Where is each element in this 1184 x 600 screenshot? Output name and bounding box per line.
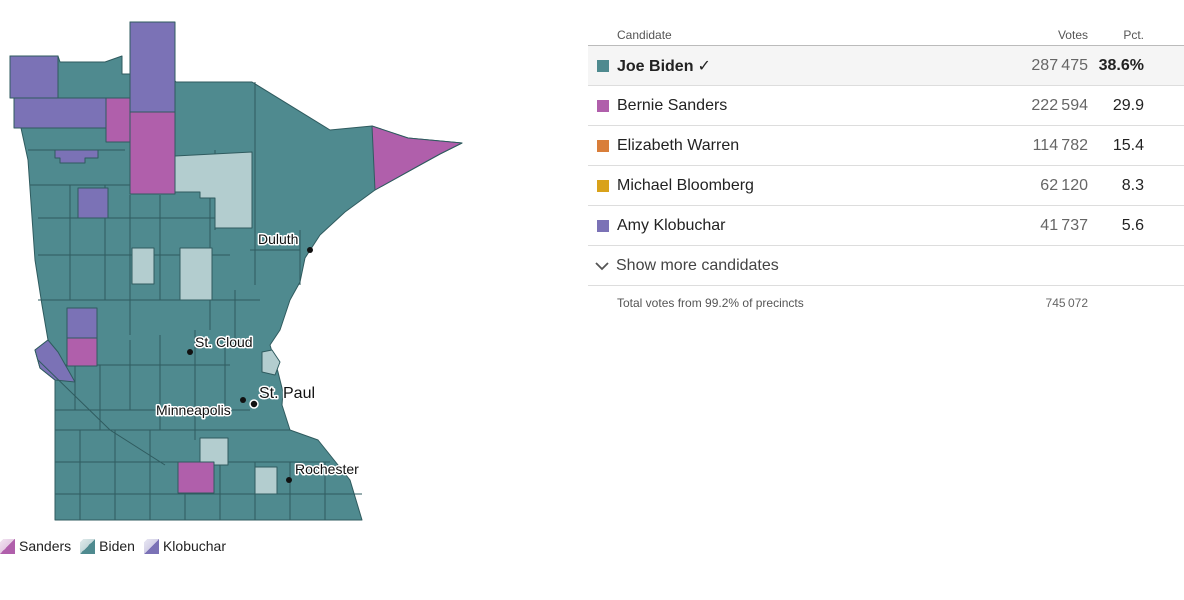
- county-klobuchar: [129, 21, 176, 113]
- county-sanders: [129, 111, 176, 195]
- legend-swatch: [143, 538, 159, 554]
- candidate-votes: 62 120: [1040, 176, 1088, 194]
- table-header: Candidate Votes Pct.: [588, 22, 1184, 46]
- county-klobuchar: [9, 55, 59, 99]
- county-biden-light: [199, 437, 229, 466]
- candidate-pct: 8.3: [1121, 176, 1144, 194]
- candidate-name: Michael Bloomberg: [617, 176, 754, 194]
- precincts-reporting-label: Total votes from 99.2% of precincts: [617, 296, 804, 310]
- candidate-header: Candidate: [617, 28, 672, 42]
- candidate-votes: 114 782: [1032, 136, 1088, 154]
- candidate-row: Elizabeth Warren 114 782 15.4: [588, 126, 1184, 166]
- legend-item-sanders: Sanders: [0, 538, 71, 554]
- city-dot: [286, 477, 292, 483]
- map-legend: Sanders Biden Klobuchar: [0, 538, 235, 554]
- city-dot: [307, 247, 313, 253]
- county-biden-light: [179, 247, 213, 301]
- city-dot-layer: [187, 247, 313, 483]
- candidate-color-swatch: [597, 59, 609, 72]
- candidate-row: Michael Bloomberg 62 120 8.3: [588, 166, 1184, 206]
- candidate-votes: 41 737: [1040, 216, 1088, 234]
- county-klobuchar: [54, 149, 99, 164]
- legend-swatch: [0, 538, 15, 554]
- legend-label: Klobuchar: [162, 538, 227, 554]
- table-footer: Total votes from 99.2% of precincts 745 …: [588, 286, 1184, 320]
- county-sanders: [177, 461, 215, 494]
- votes-header: Votes: [1057, 28, 1088, 42]
- chevron-down-icon: [588, 261, 616, 271]
- county-biden-light: [131, 247, 155, 285]
- county-boundary: [37, 359, 166, 466]
- candidate-pct: 38.6%: [1098, 56, 1144, 74]
- county-map: Duluth St. Cloud St. Paul Minneapolis Roches…: [0, 0, 560, 560]
- show-more-label: Show more candidates: [616, 256, 779, 274]
- county-biden-light: [261, 349, 281, 376]
- city-dot: [187, 349, 193, 355]
- city-label: St. Cloud: [195, 334, 253, 350]
- county-layer: [9, 21, 463, 521]
- candidate-color-swatch: [597, 219, 609, 232]
- candidate-name: Bernie Sanders: [617, 96, 728, 114]
- city-label: Rochester: [295, 461, 359, 477]
- legend-item-biden: Biden: [80, 538, 135, 554]
- candidate-row: Bernie Sanders 222 594 29.9: [588, 86, 1184, 126]
- pct-header: Pct.: [1123, 28, 1144, 42]
- total-votes-value: 745 072: [1045, 296, 1088, 310]
- city-label: St. Paul: [259, 385, 315, 402]
- winner-check-icon: ✓: [697, 57, 711, 75]
- minnesota-map-svg: Duluth St. Cloud St. Paul Minneapolis Roches…: [9, 21, 463, 521]
- legend-label: Biden: [99, 538, 135, 554]
- county-boundary: [55, 409, 362, 495]
- city-label: Duluth: [258, 231, 298, 247]
- candidate-name: Amy Klobuchar: [617, 216, 726, 234]
- candidate-name: Joe Biden ✓: [617, 57, 711, 75]
- county-klobuchar: [77, 187, 109, 219]
- candidate-votes: 287 475: [1031, 56, 1088, 74]
- county-klobuchar: [34, 339, 76, 383]
- show-more-candidates-button[interactable]: Show more candidates: [588, 246, 1184, 286]
- candidate-color-swatch: [597, 179, 609, 192]
- county-sanders: [66, 337, 98, 367]
- county-biden-light: [174, 151, 253, 229]
- state-outline: [9, 21, 463, 521]
- candidate-pct: 5.6: [1121, 216, 1144, 234]
- candidate-rows: Joe Biden ✓ 287 475 38.6% Bernie Sanders 222 …: [588, 46, 1184, 246]
- candidate-color-swatch: [597, 139, 609, 152]
- county-klobuchar: [66, 307, 98, 339]
- city-dot: [249, 399, 259, 409]
- candidate-row: Amy Klobuchar 41 737 5.6: [588, 206, 1184, 246]
- legend-label: Sanders: [19, 538, 72, 554]
- candidate-color-swatch: [597, 99, 609, 112]
- results-table: Candidate Votes Pct. Joe Biden ✓ 287 475 38…: [588, 22, 1184, 320]
- city-label: Minneapolis: [156, 402, 231, 418]
- candidate-pct: 15.4: [1112, 136, 1144, 154]
- county-sanders: [371, 125, 463, 191]
- candidate-row: Joe Biden ✓ 287 475 38.6%: [588, 46, 1184, 86]
- county-sanders: [105, 97, 131, 143]
- county-biden-light: [254, 466, 278, 495]
- candidate-votes: 222 594: [1031, 96, 1088, 114]
- legend-swatch: [80, 538, 96, 554]
- county-klobuchar: [13, 97, 107, 129]
- candidate-name: Elizabeth Warren: [617, 136, 740, 154]
- city-label-layer: Duluth St. Cloud St. Paul Minneapolis Roches…: [155, 230, 361, 479]
- county-boundary: [55, 330, 230, 440]
- legend-item-klobuchar: Klobuchar: [143, 538, 227, 554]
- city-dot: [240, 397, 246, 403]
- candidate-pct: 29.9: [1112, 96, 1144, 114]
